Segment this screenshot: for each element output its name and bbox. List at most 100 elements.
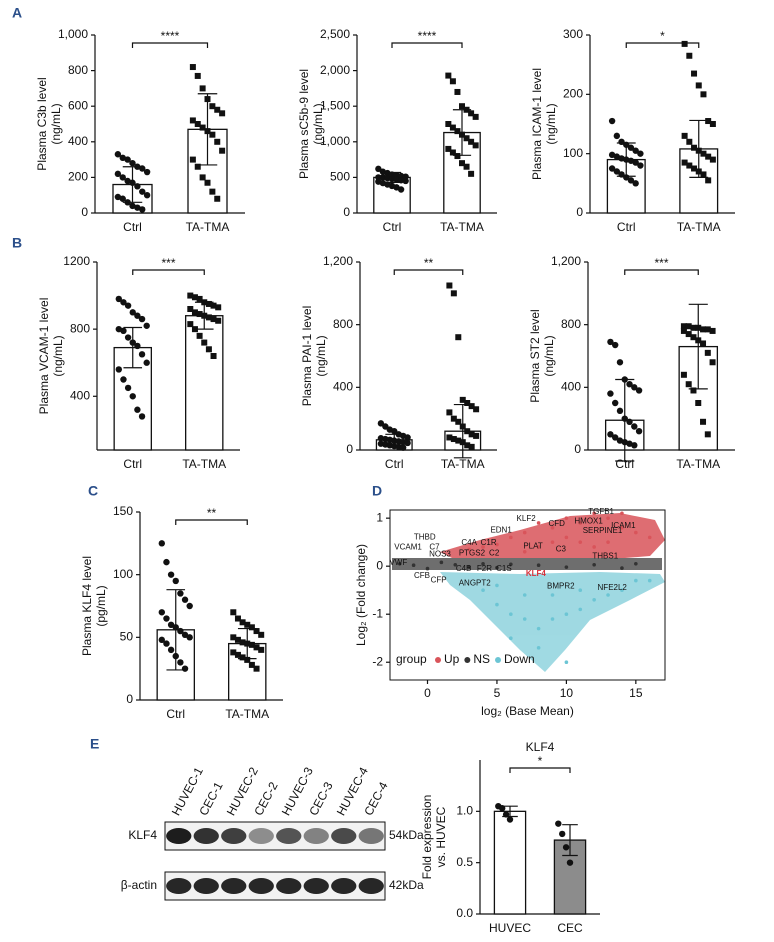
data-point xyxy=(695,82,702,89)
lane-label: CEC-4 xyxy=(361,779,390,818)
x-tick-label: TA-TMA xyxy=(441,457,485,471)
data-point xyxy=(611,434,619,441)
data-point xyxy=(181,665,189,672)
data-point xyxy=(455,334,462,341)
data-point xyxy=(402,177,409,185)
y-tick-label: -2 xyxy=(372,654,383,668)
data-point xyxy=(201,339,208,346)
legend-swatch xyxy=(435,657,441,663)
significance-bracket xyxy=(624,269,699,275)
data-point xyxy=(468,403,475,410)
y-tick-label: 1200 xyxy=(63,254,90,268)
panel-label: B xyxy=(12,235,22,251)
data-point xyxy=(566,859,574,866)
y-axis-label: (ng/mL) xyxy=(51,335,65,376)
data-point xyxy=(481,545,485,549)
data-point xyxy=(606,540,610,544)
data-point xyxy=(578,540,583,544)
legend-swatch xyxy=(464,657,471,663)
data-point xyxy=(454,88,461,95)
data-point xyxy=(114,170,122,178)
data-point xyxy=(196,295,203,302)
data-point xyxy=(564,535,569,540)
data-point xyxy=(616,359,624,366)
gene-label: PLAT xyxy=(523,542,543,551)
x-tick-label: TA-TMA xyxy=(676,457,720,471)
y-tick-label: 0 xyxy=(343,205,350,219)
y-axis-label: Plasma C3b level xyxy=(35,77,49,170)
data-point xyxy=(709,121,716,127)
data-point xyxy=(120,376,127,383)
data-point xyxy=(454,153,461,160)
significance-bracket xyxy=(625,42,700,48)
significance-bracket xyxy=(391,42,463,48)
data-point xyxy=(411,563,416,568)
y-tick-label: 2,500 xyxy=(320,27,350,41)
blot-band xyxy=(276,828,302,844)
data-point xyxy=(631,442,638,449)
data-point xyxy=(620,588,624,592)
y-axis-label: Fold expression xyxy=(420,795,434,880)
data-point xyxy=(210,302,217,309)
data-point xyxy=(439,560,444,565)
data-point xyxy=(194,163,201,170)
data-point xyxy=(187,292,194,299)
data-point xyxy=(167,571,175,578)
y-axis-label: Plasma ICAM-1 level xyxy=(530,68,544,180)
gene-label: ICAM1 xyxy=(611,521,636,530)
x-tick-label: TA-TMA xyxy=(440,220,484,234)
x-tick-label: Ctrl xyxy=(385,457,404,471)
blot-band xyxy=(193,878,219,894)
y-axis-label: Plasma ST2 level xyxy=(528,309,542,402)
data-point xyxy=(258,631,265,638)
data-point xyxy=(685,381,692,388)
data-point xyxy=(690,334,697,341)
data-point xyxy=(620,511,624,516)
data-point xyxy=(239,639,246,646)
error-bar xyxy=(123,326,143,369)
data-point xyxy=(509,636,513,641)
y-tick-label: 800 xyxy=(333,317,353,331)
data-point xyxy=(187,321,194,328)
gene-label: C1S xyxy=(496,564,512,573)
data-point xyxy=(134,183,141,190)
data-point xyxy=(189,156,196,163)
data-point xyxy=(685,331,692,338)
data-point xyxy=(215,317,222,324)
y-tick-label: 50 xyxy=(120,630,134,644)
y-tick-label: 200 xyxy=(68,170,88,184)
y-tick-label: 400 xyxy=(68,134,88,148)
data-point xyxy=(509,612,513,617)
data-point xyxy=(680,327,687,334)
data-point xyxy=(607,338,614,346)
data-point xyxy=(459,103,465,110)
data-point xyxy=(114,151,122,158)
data-point xyxy=(446,282,453,289)
blot-band xyxy=(331,828,357,844)
data-point xyxy=(214,106,221,113)
gene-label: C7 xyxy=(429,543,440,552)
data-point xyxy=(177,590,184,597)
data-point xyxy=(120,299,127,306)
data-point xyxy=(450,415,457,422)
y-tick-label: 0 xyxy=(576,205,583,219)
y-tick-label: 0 xyxy=(126,692,133,706)
x-tick-label: Ctrl xyxy=(123,457,142,471)
data-point xyxy=(509,562,513,567)
error-bar xyxy=(688,303,708,390)
data-point xyxy=(194,121,201,127)
gene-label: C4A xyxy=(461,538,477,547)
blot-band xyxy=(303,878,329,894)
y-tick-label: 0.5 xyxy=(456,855,473,869)
data-point xyxy=(375,165,382,173)
data-point xyxy=(522,593,527,597)
gene-label: PTGS2 xyxy=(459,548,486,557)
data-point xyxy=(637,150,644,157)
error-bar xyxy=(452,109,472,156)
blot-band xyxy=(331,878,357,894)
row-label: β-actin xyxy=(121,878,157,892)
data-point xyxy=(189,117,196,124)
data-point xyxy=(404,434,411,441)
x-tick-label: Ctrl xyxy=(123,220,142,234)
x-tick-label: TA-TMA xyxy=(677,220,721,234)
